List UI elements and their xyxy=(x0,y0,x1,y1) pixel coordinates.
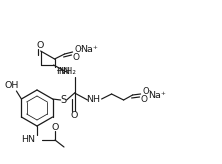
Text: ·NH₂: ·NH₂ xyxy=(56,68,75,76)
Text: O: O xyxy=(141,95,148,104)
Text: O: O xyxy=(71,112,78,121)
Text: O: O xyxy=(51,123,59,132)
Text: O·: O· xyxy=(75,44,84,53)
Text: HN: HN xyxy=(21,135,35,144)
Text: OH: OH xyxy=(4,82,19,91)
Text: HN: HN xyxy=(57,68,71,76)
Text: S: S xyxy=(61,95,67,105)
Text: NH: NH xyxy=(87,94,101,103)
Text: O: O xyxy=(37,41,44,50)
Text: O: O xyxy=(73,53,80,62)
Text: O·: O· xyxy=(143,86,152,95)
Text: Na⁺: Na⁺ xyxy=(80,45,97,54)
Text: Na⁺: Na⁺ xyxy=(148,91,166,100)
